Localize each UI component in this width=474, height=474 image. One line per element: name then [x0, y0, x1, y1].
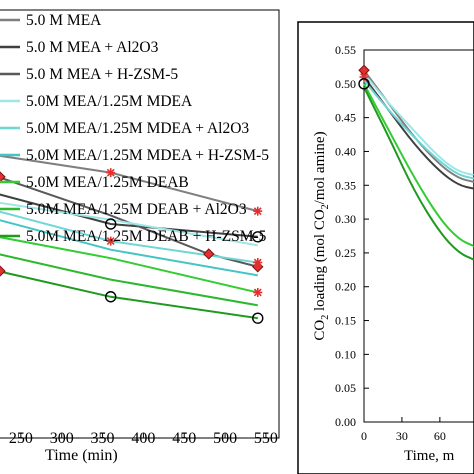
left-marker-8 — [253, 258, 263, 268]
right-y-tick-label: 0.20 — [335, 280, 356, 294]
legend-label: 5.0M MEA/1.25M DEAB + H-ZSM-5 — [26, 228, 267, 245]
left-series-line-3 — [0, 176, 259, 268]
left-series-line-6 — [0, 219, 258, 277]
right-chart: 0.00 0.05 0.10 0.15 0.20 0.25 0.30 0.35 0.40 0.45… — [297, 21, 474, 474]
legend-label: 5.0 M MEA + H-ZSM-5 — [26, 66, 178, 83]
right-chart-frame — [297, 21, 474, 474]
legend-item: 5.0M MEA/1.25M DEAB + Al2O3 — [0, 201, 247, 218]
right-x-tick-label: 60 — [434, 429, 446, 443]
right-y-tick-label: 0.55 — [335, 43, 356, 57]
left-series-markers — [0, 168, 264, 324]
left-series-line-7 — [0, 236, 259, 294]
legend-item: 5.0M MEA/1.25M DEAB — [0, 174, 189, 191]
left-x-tick-label: 400 — [131, 430, 155, 447]
left-x-tick-label: 350 — [91, 430, 115, 447]
left-chart: 250 300 350 400 450 500 550 Time (min) 5.0 M M… — [0, 0, 283, 474]
legend-item: 5.0 M MEA — [0, 12, 102, 29]
right-series-line-4 — [363, 79, 474, 180]
left-legend: 5.0 M MEA 5.0 M MEA + Al2O3 5.0 M MEA + H-… — [0, 12, 269, 245]
left-x-ticks: 250 300 350 400 450 500 550 — [9, 430, 278, 447]
right-y-tick-label: 0.05 — [335, 381, 356, 395]
right-x-tick-label: 0 — [361, 429, 367, 443]
right-y-ticks: 0.00 0.05 0.10 0.15 0.20 0.25 0.30 0.35 0.40 0.45… — [335, 43, 369, 429]
left-x-tick-label: 450 — [172, 430, 196, 447]
right-y-tick-label: 0.50 — [335, 77, 356, 91]
left-x-tick-label: 300 — [50, 430, 74, 447]
left-x-tick-label: 250 — [9, 430, 33, 447]
left-marker-11 — [252, 312, 264, 324]
right-y-tick-label: 0.30 — [335, 212, 356, 226]
legend-item: 5.0 M MEA + Al2O3 — [0, 39, 159, 56]
left-marker-7 — [106, 236, 116, 246]
left-marker-9 — [253, 287, 263, 297]
left-marker-10 — [105, 291, 117, 303]
left-chart-background — [0, 0, 283, 474]
right-y-tick-label: 0.35 — [335, 178, 356, 192]
right-series-line-3 — [363, 73, 474, 177]
right-y-tick-label: 0.25 — [335, 246, 356, 260]
right-marker-3 — [358, 78, 370, 90]
left-edge-marker-2 — [0, 265, 6, 277]
left-marker-4 — [252, 231, 264, 243]
left-marker-5 — [203, 248, 215, 260]
right-series-line-6 — [363, 86, 474, 261]
right-chart-plot-area — [363, 49, 474, 423]
right-series-line-2 — [363, 76, 474, 190]
legend-label: 5.0M MEA/1.25M MDEA + Al2O3 — [26, 120, 249, 137]
left-x-tick-label: 500 — [213, 430, 237, 447]
right-y-axis-label: CO2 loading (mol CO2/mol amine) — [312, 131, 331, 340]
left-marker-1 — [106, 168, 116, 178]
left-series-line-2 — [0, 193, 258, 238]
right-series-line-5 — [363, 83, 474, 248]
right-y-tick-label: 0.45 — [335, 111, 356, 125]
legend-label: 5.0 M MEA + Al2O3 — [26, 39, 159, 56]
right-y-tick-label: 0.10 — [335, 347, 356, 361]
right-y-tick-label: 0.40 — [335, 144, 356, 158]
right-y-tick-label: 0.15 — [335, 314, 356, 328]
right-series-lines — [363, 69, 474, 261]
left-series-line-9 — [0, 270, 258, 320]
legend-item: 5.0M MEA/1.25M MDEA + Al2O3 — [0, 120, 249, 137]
left-x-tick-label: 550 — [254, 430, 278, 447]
legend-item: 5.0M MEA/1.25M DEAB + H-ZSM-5 — [0, 228, 267, 245]
right-series-line-1 — [363, 69, 474, 183]
legend-item: 5.0M MEA/1.25M MDEA — [0, 93, 193, 110]
left-series-line-8 — [0, 253, 258, 307]
left-marker-2 — [253, 206, 263, 216]
right-series-markers — [358, 64, 370, 90]
right-x-axis-label: Time, m — [404, 448, 455, 464]
left-marker-3 — [105, 218, 117, 230]
legend-label: 5.0 M MEA — [26, 12, 102, 29]
right-x-tick-label: 30 — [396, 429, 408, 443]
left-edge-marker-1 — [0, 171, 6, 183]
right-y-tick-label: 0.00 — [335, 415, 356, 429]
right-x-ticks: 0 30 60 — [361, 417, 446, 443]
legend-label: 5.0M MEA/1.25M MDEA + H-ZSM-5 — [26, 147, 269, 164]
legend-label: 5.0M MEA/1.25M MDEA — [26, 93, 193, 110]
legend-label: 5.0M MEA/1.25M DEAB — [26, 174, 189, 191]
left-chart-plot-area — [0, 9, 280, 439]
legend-item: 5.0 M MEA + H-ZSM-5 — [0, 66, 178, 83]
legend-label: 5.0M MEA/1.25M DEAB + Al2O3 — [26, 201, 247, 218]
left-x-axis-label: Time (min) — [45, 447, 118, 464]
legend-item: 5.0M MEA/1.25M MDEA + H-ZSM-5 — [0, 147, 269, 164]
